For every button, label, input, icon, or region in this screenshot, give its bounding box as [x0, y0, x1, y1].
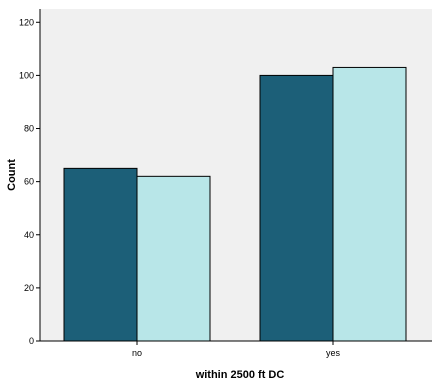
y-ticks: 0 20 40 60 80 100 120 — [19, 17, 40, 346]
bars — [63, 66, 407, 342]
bar-yes-series-2 — [332, 66, 407, 342]
y-tick-label: 80 — [24, 124, 34, 134]
x-tick-label: no — [132, 348, 142, 358]
bar-no-series-2 — [136, 175, 211, 342]
y-tick-label: 100 — [19, 70, 34, 80]
bar-no-series-1 — [63, 167, 138, 342]
x-tick-label: yes — [326, 348, 341, 358]
y-tick-label: 20 — [24, 283, 34, 293]
y-axis-title: Count — [6, 159, 18, 191]
y-tick-label: 0 — [29, 336, 34, 346]
y-tick-label: 40 — [24, 230, 34, 240]
x-ticks: no yes — [132, 341, 341, 358]
x-axis-title: within 2500 ft DC — [195, 369, 285, 381]
y-tick-label: 60 — [24, 177, 34, 187]
y-tick-label: 120 — [19, 17, 34, 27]
bar-yes-series-1 — [259, 74, 334, 342]
